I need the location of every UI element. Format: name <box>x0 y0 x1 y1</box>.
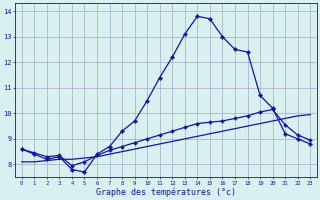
X-axis label: Graphe des températures (°c): Graphe des températures (°c) <box>96 187 236 197</box>
